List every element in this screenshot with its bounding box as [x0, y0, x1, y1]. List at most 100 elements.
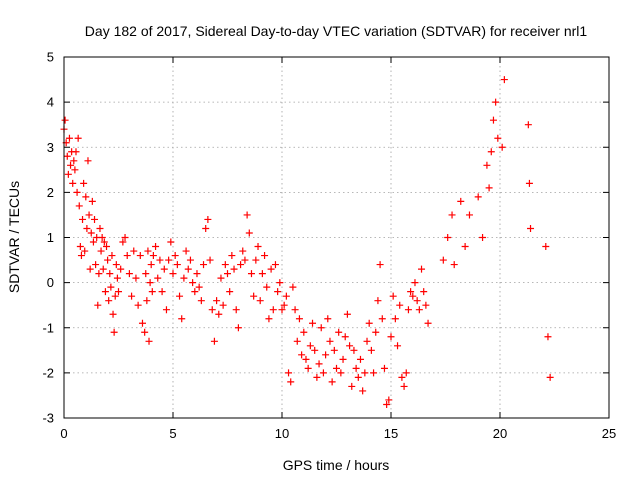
data-point: [141, 328, 149, 336]
data-point: [61, 116, 69, 124]
data-point: [75, 202, 83, 210]
data-point: [317, 324, 325, 332]
data-point: [385, 396, 393, 404]
data-point: [261, 252, 269, 260]
data-point: [450, 261, 458, 269]
y-axis-label: SDTVAR / TECUs: [6, 181, 22, 293]
data-point: [265, 315, 273, 323]
data-point: [400, 382, 408, 390]
data-point: [234, 324, 242, 332]
data-point: [115, 288, 122, 296]
data-point: [121, 234, 129, 241]
data-point: [132, 274, 140, 282]
data-point: [217, 274, 225, 282]
data-point: [182, 247, 190, 255]
data-point: [389, 292, 397, 300]
data-point: [145, 337, 153, 345]
data-point: [65, 134, 73, 142]
data-point: [339, 355, 347, 363]
data-point: [241, 256, 249, 264]
data-point: [72, 148, 80, 156]
data-point: [291, 306, 299, 314]
data-point: [498, 143, 506, 151]
data-point: [208, 306, 216, 314]
data-point: [322, 351, 330, 359]
data-point: [197, 297, 205, 305]
y-tick-label: 4: [47, 95, 54, 110]
y-tick-label: -1: [42, 320, 54, 335]
data-point: [173, 261, 181, 269]
data-point: [82, 193, 90, 201]
data-point: [415, 306, 423, 314]
data-point: [404, 306, 412, 314]
data-point: [359, 387, 367, 395]
data-point: [152, 243, 160, 251]
y-tick-label: 2: [47, 185, 54, 200]
data-point: [98, 234, 106, 241]
data-point: [394, 342, 402, 350]
data-point: [487, 148, 495, 156]
data-point: [444, 234, 452, 241]
data-point: [479, 234, 487, 241]
data-point: [81, 247, 89, 255]
data-point: [293, 337, 301, 345]
data-point: [383, 400, 391, 408]
data-point: [250, 292, 258, 300]
data-point: [162, 306, 170, 314]
data-point: [110, 328, 118, 336]
data-point: [302, 355, 310, 363]
data-point: [247, 270, 255, 278]
data-point: [524, 121, 532, 129]
data-point: [154, 274, 162, 282]
data-point: [448, 211, 456, 219]
data-point: [206, 256, 214, 264]
data-point: [125, 270, 133, 278]
data-point: [156, 256, 164, 264]
data-point: [204, 215, 212, 223]
data-point: [107, 283, 115, 291]
data-point: [411, 279, 419, 287]
data-point: [398, 373, 406, 381]
data-point: [365, 319, 373, 327]
data-point: [374, 297, 382, 305]
data-point: [387, 333, 395, 341]
data-point: [232, 306, 240, 314]
data-point: [87, 229, 95, 237]
data-point: [269, 306, 277, 314]
data-point: [370, 369, 378, 377]
data-point: [123, 252, 131, 260]
data-point: [330, 346, 338, 354]
data-point: [309, 319, 317, 327]
data-point: [424, 319, 432, 327]
data-point: [245, 229, 253, 237]
data-point: [271, 261, 279, 269]
data-point: [361, 369, 369, 377]
data-point: [278, 306, 286, 314]
data-point: [298, 351, 306, 359]
data-point: [465, 211, 473, 219]
data-point: [89, 238, 97, 246]
x-tick-label: 0: [60, 426, 67, 441]
data-point: [64, 170, 72, 178]
data-point: [138, 319, 146, 327]
data-point: [228, 252, 236, 260]
x-tick-label: 5: [169, 426, 176, 441]
data-point: [380, 364, 388, 372]
data-point: [191, 288, 199, 296]
data-point: [99, 265, 107, 273]
data-point: [313, 373, 321, 381]
data-point: [165, 256, 173, 264]
data-point: [333, 364, 340, 372]
data-point: [378, 315, 386, 323]
data-point: [525, 179, 533, 187]
data-point: [407, 288, 415, 296]
data-point: [70, 157, 78, 165]
data-point: [409, 292, 417, 300]
data-point: [63, 152, 71, 160]
data-point: [391, 315, 399, 323]
data-point: [158, 288, 166, 296]
x-axis-label: GPS time / hours: [283, 457, 390, 473]
data-point: [289, 283, 297, 291]
data-point: [117, 265, 125, 273]
